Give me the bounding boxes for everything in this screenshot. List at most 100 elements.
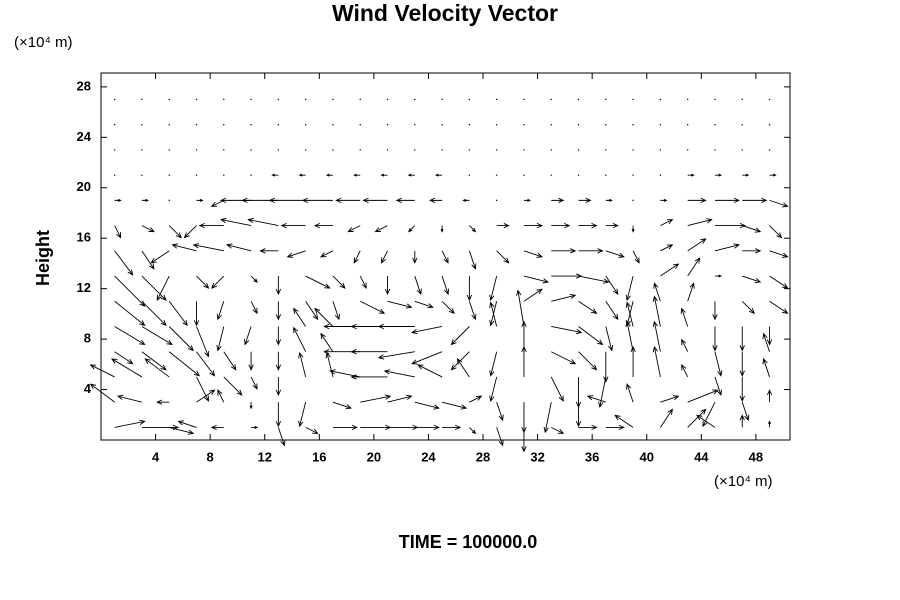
vector-arrow [304, 98, 307, 101]
vector-arrow [686, 98, 689, 101]
vector-arrow [551, 222, 571, 229]
vector-arrow [89, 383, 115, 403]
vector-arrow [250, 149, 252, 151]
vector-arrow [469, 225, 477, 233]
x-tick-label: 16 [312, 449, 326, 464]
vector-arrow [578, 424, 598, 431]
vector-arrow [441, 275, 450, 296]
vector-arrow [523, 98, 525, 101]
y-tick-label: 8 [84, 331, 91, 346]
vector-arrow [578, 248, 604, 254]
vector-arrow [114, 250, 134, 276]
vector-arrow [89, 364, 115, 378]
vector-arrow [603, 351, 609, 383]
vector-arrow [441, 401, 468, 410]
vector-arrow [551, 273, 583, 279]
vector-arrow [196, 198, 204, 202]
vector-arrow [598, 376, 607, 409]
vector-arrow [353, 173, 361, 177]
vector-arrow [408, 225, 416, 233]
vector-arrow [680, 307, 689, 327]
vector-arrow [434, 173, 443, 177]
vector-arrow [320, 332, 334, 352]
vector-arrow [383, 369, 415, 378]
vector-arrow [551, 293, 577, 302]
vector-arrow [523, 198, 532, 202]
vector-arrow [660, 219, 674, 227]
vector-arrow [359, 275, 367, 290]
vector-arrow [687, 173, 695, 177]
chart-title: Wind Velocity Vector [332, 0, 558, 26]
vector-arrow [586, 395, 606, 403]
vector-arrow [414, 124, 416, 126]
vector-arrow [168, 301, 188, 327]
vector-arrow [414, 275, 422, 296]
vector-arrow [550, 124, 552, 126]
vector-arrow [223, 98, 225, 101]
vector-arrow [275, 351, 282, 371]
vector-arrow [332, 98, 334, 101]
vector-arrow [769, 300, 789, 314]
x-tick-label: 12 [257, 449, 271, 464]
vector-arrow [168, 326, 194, 352]
vector-arrow [632, 149, 634, 151]
vector-arrow [578, 197, 592, 203]
vector-arrow [250, 301, 258, 315]
plot-frame [100, 72, 791, 441]
vector-arrow [714, 222, 747, 229]
vector-arrow [496, 223, 510, 229]
vector-arrow [741, 124, 743, 126]
x-tick-label: 24 [421, 449, 436, 464]
vector-arrow [468, 149, 471, 151]
vector-arrow [714, 173, 723, 177]
vector-arrow [605, 98, 607, 101]
vector-arrow [468, 124, 471, 126]
vector-arrow [551, 426, 565, 434]
vector-arrow [714, 376, 722, 396]
vector-arrow [495, 199, 498, 202]
vector-arrow [113, 174, 116, 176]
vector-arrow [762, 332, 770, 352]
vector-arrow [113, 149, 116, 151]
vector-arrow [516, 289, 525, 327]
x-tick-label: 40 [640, 449, 654, 464]
vector-arrow [304, 124, 307, 126]
vector-arrow [769, 173, 777, 177]
vector-arrow [768, 124, 771, 126]
vector-arrow [714, 274, 723, 278]
vector-arrow [114, 300, 146, 326]
vector-arrow [380, 173, 388, 177]
vector-arrow [141, 250, 155, 270]
vector-arrow [652, 345, 661, 378]
vector-arrow [411, 351, 443, 365]
vector-arrow [141, 275, 167, 301]
vector-arrow [605, 301, 619, 321]
vector-arrow [250, 174, 252, 176]
x-tick-label: 36 [585, 449, 599, 464]
vector-arrow [741, 98, 743, 101]
vector-arrow [741, 402, 750, 422]
vector-arrow [353, 250, 361, 264]
vector-arrow [417, 364, 443, 378]
vector-arrow [319, 250, 334, 258]
vector-arrow [275, 402, 282, 428]
y-axis-label: Height [33, 230, 53, 286]
vector-arrow [468, 301, 477, 321]
vector-arrow [696, 414, 716, 428]
vector-arrow [626, 383, 634, 403]
vector-arrow [359, 98, 361, 101]
vector-arrow [768, 149, 771, 151]
x-tick-label: 44 [694, 449, 709, 464]
vector-arrow [632, 98, 634, 101]
vector-arrow [277, 149, 280, 151]
vector-arrow [195, 98, 198, 101]
vector-arrow [686, 124, 689, 126]
vector-arrow [305, 275, 331, 289]
vector-arrow [605, 223, 619, 229]
vector-arrow [523, 222, 544, 229]
vector-arrow [441, 124, 443, 126]
vector-arrow [144, 358, 170, 378]
vector-arrow [114, 351, 134, 365]
vector-arrow [652, 320, 661, 352]
